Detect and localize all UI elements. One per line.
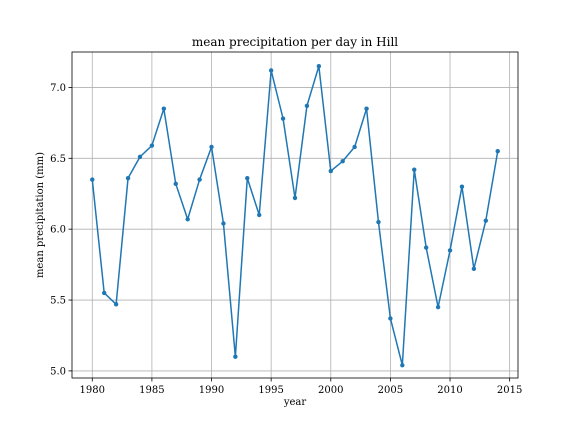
data-point [101,290,107,296]
data-point [423,245,429,250]
x-tick-label: 2010 [437,385,462,396]
x-tick-label: 2000 [318,385,343,396]
data-point [471,266,477,272]
x-tick-label: 1980 [80,385,105,396]
data-point [340,158,345,164]
data-point [304,103,310,109]
grid [72,52,518,378]
y-tick-label: 5.0 [50,366,66,377]
data-point [316,63,322,69]
series [90,63,500,368]
data-point [197,177,202,182]
data-point [257,212,262,218]
series-line [91,65,499,366]
data-point [113,302,119,307]
data-point [173,181,178,187]
data-point [459,184,465,189]
data-point [161,106,167,111]
data-point [245,175,250,181]
x-tick-label: 1995 [258,385,283,396]
y-tick-label: 6.0 [50,225,66,236]
data-point [268,68,274,73]
y-axis-label: mean precipitation (mm) [35,152,46,278]
data-point [209,144,214,150]
data-point [376,219,381,225]
x-tick-label: 1985 [139,385,164,396]
data-point [125,175,131,181]
y-tick-label: 5.5 [50,296,66,307]
data-point [149,143,155,148]
data-point [292,195,298,201]
data-point [495,149,500,154]
data-point [280,116,286,121]
y-tick-label: 7.0 [50,83,66,94]
ticks: 1980 1985 1990 1995 2000 2005 2010 2015 5.0 5.5 6.… [50,83,522,396]
data-point [447,248,453,253]
data-point [400,363,405,368]
data-point [388,316,393,321]
y-tick-label: 6.5 [50,154,66,165]
data-point [352,144,357,150]
data-point [137,154,143,160]
x-tick-label: 2005 [378,385,403,396]
data-point [328,168,333,174]
plot-frame [71,51,519,379]
data-point [185,217,190,222]
x-tick-label: 2015 [497,385,522,396]
data-point [435,304,441,310]
x-axis-label: year [283,397,307,408]
chart-title: mean precipitation per day in Hill [192,35,398,49]
x-tick-label: 1990 [199,385,224,396]
data-point [364,106,369,111]
data-point [483,218,489,223]
data-point [221,221,226,226]
data-point [90,177,95,182]
data-point [233,354,238,359]
data-point [412,167,417,172]
